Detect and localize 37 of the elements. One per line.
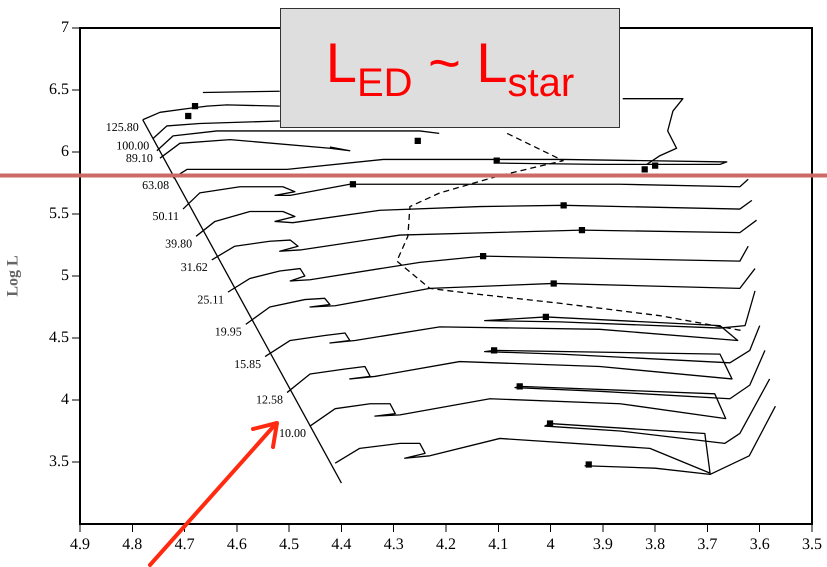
series-label: 19.95 xyxy=(214,324,242,339)
y-tick-label: 4 xyxy=(61,391,69,408)
x-tick-label: 4.8 xyxy=(122,536,142,553)
x-tick-label: 4.4 xyxy=(331,536,352,553)
x-tick-label: 4.5 xyxy=(279,536,300,553)
series-label: 15.85 xyxy=(234,356,262,371)
series-label: 63.08 xyxy=(142,178,170,192)
series-label: 89.10 xyxy=(126,150,153,165)
annotation: L$_{ED}$ ~ L$_{star}$ xyxy=(326,30,574,106)
y-tick-label: 3.5 xyxy=(49,453,69,470)
x-tick-label: 4.1 xyxy=(488,536,508,553)
x-tick-label: 3.9 xyxy=(592,536,613,553)
y-tick-label: 5 xyxy=(61,267,69,284)
series-label: 100.00 xyxy=(116,138,150,153)
series-label: 25.11 xyxy=(197,292,224,306)
x-tick-label: 3.8 xyxy=(645,536,666,553)
x-tick-label: 4.6 xyxy=(226,536,247,553)
series-label: 31.62 xyxy=(180,260,208,274)
x-tick-label: 3.6 xyxy=(750,536,770,553)
y-tick-label: 6.5 xyxy=(49,81,69,98)
y-tick-label: 4.5 xyxy=(49,329,69,346)
series-label: 12.58 xyxy=(256,392,284,407)
x-tick-label: 4.3 xyxy=(384,536,404,553)
x-tick-label: 4 xyxy=(546,536,555,553)
series-label: 10.00 xyxy=(279,426,306,440)
y-axis-title: Log L xyxy=(4,255,22,297)
x-tick-label: 3.7 xyxy=(697,536,718,553)
x-tick-label: 4.2 xyxy=(436,536,456,553)
series-label: 125.80 xyxy=(106,120,139,134)
y-tick-label: 6 xyxy=(61,143,69,160)
series-label: 39.80 xyxy=(165,236,192,250)
x-tick-label: 3.5 xyxy=(802,536,822,553)
x-tick-label: 4.9 xyxy=(70,536,90,553)
y-tick-label: 7 xyxy=(61,19,69,36)
series-label: 50.11 xyxy=(152,209,180,224)
x-tick-label: 4.7 xyxy=(174,536,195,553)
y-tick-label: 5.5 xyxy=(49,205,69,222)
